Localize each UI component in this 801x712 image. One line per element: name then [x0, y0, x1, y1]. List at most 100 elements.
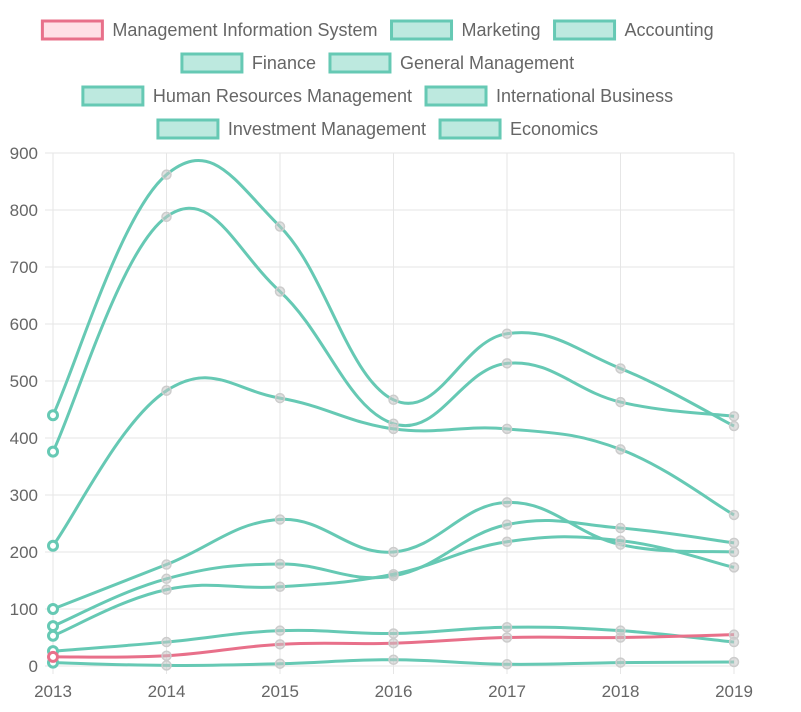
- data-point[interactable]: [47, 650, 59, 663]
- legend-swatch: [553, 19, 617, 41]
- data-point[interactable]: [47, 620, 59, 633]
- data-point[interactable]: [501, 632, 513, 643]
- y-tick-label: 400: [10, 429, 38, 448]
- series-lines: [47, 159, 740, 671]
- data-point[interactable]: [161, 650, 172, 661]
- data-point[interactable]: [388, 628, 399, 639]
- legend-swatch: [40, 19, 104, 41]
- y-tick-label: 600: [10, 315, 38, 334]
- data-point[interactable]: [274, 286, 286, 297]
- legend-label: Finance: [252, 53, 316, 73]
- data-point[interactable]: [161, 169, 172, 180]
- series-group: [47, 621, 740, 658]
- y-tick-label: 100: [10, 600, 38, 619]
- y-tick-label: 900: [10, 144, 38, 163]
- data-point[interactable]: [728, 509, 740, 521]
- x-tick-label: 2017: [488, 682, 526, 701]
- legend-item[interactable]: Economics: [438, 118, 598, 140]
- data-point[interactable]: [615, 444, 626, 455]
- data-point[interactable]: [388, 637, 399, 649]
- x-tick-label: 2016: [375, 682, 413, 701]
- legend-item[interactable]: Investment Management: [156, 118, 426, 140]
- legend-item[interactable]: Management Information System: [40, 19, 378, 41]
- y-tick-label: 800: [10, 201, 38, 220]
- data-point[interactable]: [501, 659, 513, 670]
- data-point[interactable]: [501, 328, 513, 339]
- legend-swatch: [390, 19, 454, 41]
- legend-label: International Business: [496, 86, 673, 106]
- data-point[interactable]: [47, 445, 59, 458]
- data-point[interactable]: [728, 411, 740, 422]
- legend-item[interactable]: Finance: [180, 52, 316, 74]
- data-point[interactable]: [274, 581, 286, 593]
- legend: Management Information System Marketing Ac…: [40, 19, 714, 140]
- series-group: [47, 159, 740, 432]
- data-point[interactable]: [274, 558, 286, 570]
- data-point[interactable]: [501, 497, 513, 508]
- data-point[interactable]: [728, 656, 740, 668]
- x-tick-label: 2015: [261, 682, 299, 701]
- data-point[interactable]: [274, 639, 286, 650]
- data-point[interactable]: [388, 394, 399, 406]
- data-point[interactable]: [615, 396, 626, 408]
- data-point[interactable]: [728, 537, 740, 549]
- data-point[interactable]: [501, 536, 513, 547]
- data-point[interactable]: [274, 221, 286, 232]
- data-point[interactable]: [615, 363, 626, 374]
- data-point[interactable]: [47, 629, 59, 642]
- legend-swatch: [438, 118, 502, 140]
- data-point[interactable]: [388, 654, 399, 665]
- data-point[interactable]: [274, 392, 286, 404]
- legend-swatch: [81, 85, 145, 107]
- data-point[interactable]: [728, 562, 740, 573]
- series-line: [51, 206, 735, 453]
- data-point[interactable]: [161, 559, 172, 570]
- data-point[interactable]: [47, 539, 59, 552]
- series-group: [47, 629, 740, 663]
- x-tick-label: 2013: [34, 682, 72, 701]
- data-point[interactable]: [161, 385, 172, 396]
- data-point[interactable]: [501, 423, 513, 435]
- legend-swatch: [424, 85, 488, 107]
- legend-item[interactable]: Human Resources Management: [81, 85, 412, 107]
- data-point[interactable]: [161, 573, 172, 585]
- legend-item[interactable]: General Management: [328, 52, 574, 74]
- data-point[interactable]: [501, 621, 513, 633]
- data-point[interactable]: [728, 629, 740, 640]
- data-point[interactable]: [274, 658, 286, 669]
- legend-swatch: [156, 118, 220, 140]
- data-point[interactable]: [388, 546, 399, 558]
- legend-item[interactable]: Marketing: [390, 19, 541, 41]
- data-point[interactable]: [161, 584, 172, 595]
- data-point[interactable]: [161, 636, 172, 648]
- data-point[interactable]: [274, 625, 286, 636]
- data-point[interactable]: [615, 522, 626, 534]
- series-group: [47, 535, 740, 642]
- y-tick-label: 0: [29, 657, 38, 676]
- data-point[interactable]: [47, 409, 59, 422]
- x-tick-label: 2014: [148, 682, 186, 701]
- data-point[interactable]: [388, 568, 399, 580]
- series-line: [51, 159, 735, 428]
- legend-label: Accounting: [625, 20, 714, 40]
- legend-item[interactable]: International Business: [424, 85, 673, 107]
- legend-label: Economics: [510, 119, 598, 139]
- data-point[interactable]: [501, 519, 513, 530]
- data-point[interactable]: [501, 358, 513, 369]
- data-point[interactable]: [615, 657, 626, 668]
- data-point[interactable]: [161, 660, 172, 671]
- data-point[interactable]: [728, 420, 740, 432]
- data-point[interactable]: [161, 211, 172, 223]
- data-point[interactable]: [388, 423, 399, 435]
- data-point[interactable]: [274, 514, 286, 525]
- data-point[interactable]: [615, 632, 626, 643]
- legend-label: Marketing: [462, 20, 541, 40]
- x-tick-label: 2019: [715, 682, 753, 701]
- data-point[interactable]: [615, 535, 626, 546]
- data-point[interactable]: [728, 546, 740, 558]
- legend-swatch: [328, 52, 392, 74]
- legend-item[interactable]: Accounting: [553, 19, 714, 41]
- data-point[interactable]: [47, 603, 59, 615]
